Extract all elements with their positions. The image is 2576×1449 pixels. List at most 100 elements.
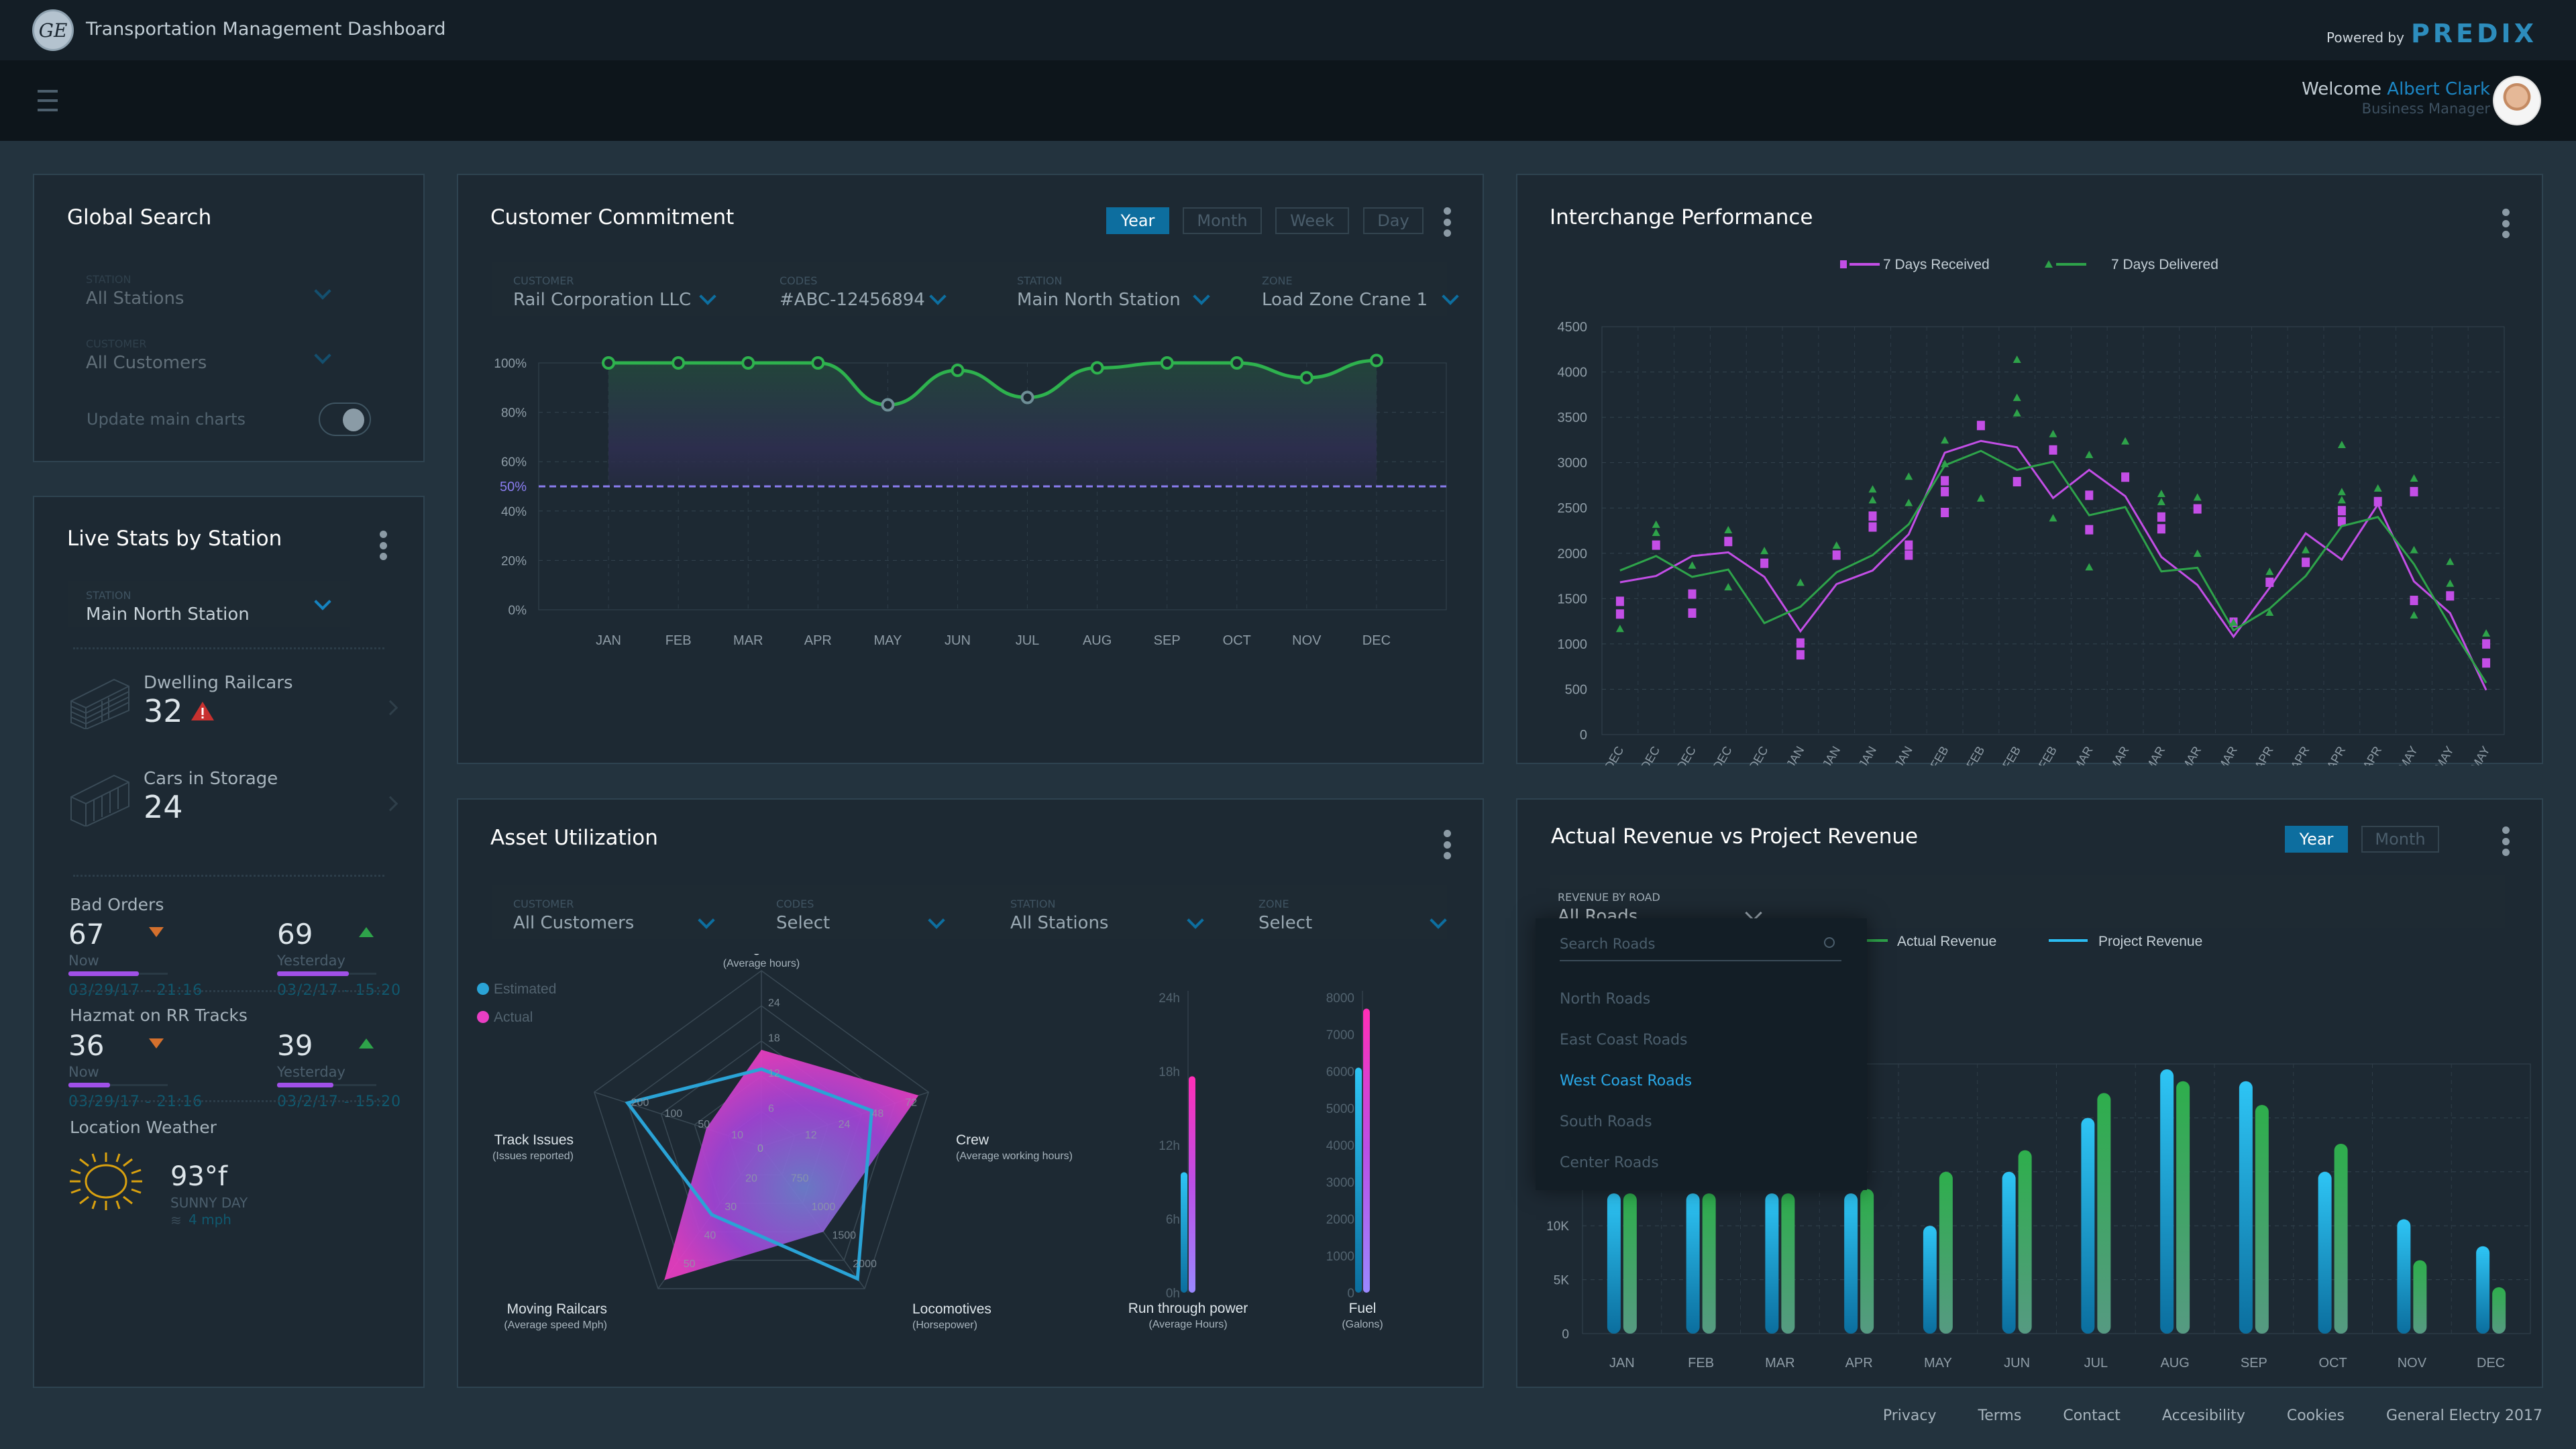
- footer-link-cookies[interactable]: Cookies: [2286, 1407, 2345, 1424]
- y-tick-label: 40%: [501, 505, 527, 519]
- bar-estimated: [1181, 1172, 1187, 1293]
- update-charts-toggle[interactable]: [319, 402, 371, 436]
- radar-tick-label: 48: [871, 1108, 883, 1120]
- x-tick-label: JUL: [2084, 1356, 2108, 1371]
- received-marker: [2302, 557, 2310, 568]
- received-marker: [1615, 609, 1624, 619]
- filter-value: Load Zone Crane 1: [1262, 290, 1428, 310]
- legend-marker-received: [1840, 260, 1847, 268]
- more-options-icon[interactable]: [2501, 209, 2510, 238]
- app-title: Transportation Management Dashboard: [86, 19, 446, 40]
- dwelling-railcars-row[interactable]: Dwelling Railcars 32: [70, 673, 405, 740]
- dropdown-option[interactable]: Center Roads: [1560, 1155, 1659, 1171]
- x-tick-label: 16-FEB: [1991, 744, 2023, 765]
- bad-orders-now-value: 67: [68, 918, 105, 951]
- filter-value: Main North Station: [1017, 290, 1181, 310]
- x-tick-label: MAR: [1765, 1356, 1794, 1371]
- zone-filter[interactable]: ZONE Load Zone Crane 1: [1262, 274, 1428, 310]
- bar-project-revenue: [2476, 1246, 2490, 1334]
- bar-actual-revenue: [1939, 1171, 1953, 1334]
- customer-select[interactable]: CUSTOMER All Customers: [68, 328, 350, 382]
- card-title: Interchange Performance: [1550, 205, 1813, 229]
- avatar[interactable]: [2493, 76, 2541, 125]
- chart-subtitle: (Galons): [1342, 1319, 1383, 1330]
- x-tick-label: 19-JAN: [1847, 744, 1879, 765]
- station-select[interactable]: STATION All Stations: [68, 264, 350, 317]
- estimated-polygon: [625, 1067, 874, 1281]
- bar-project-revenue: [2002, 1171, 2016, 1334]
- radar-tick-label: 50: [684, 1258, 696, 1270]
- more-options-icon[interactable]: [1442, 207, 1452, 237]
- hamburger-menu-icon[interactable]: [38, 87, 58, 114]
- delivered-marker: [2410, 611, 2418, 619]
- station-filter[interactable]: STATION Main North Station: [1017, 274, 1181, 310]
- dropdown-option[interactable]: East Coast Roads: [1560, 1032, 1688, 1049]
- x-tick-label: DEC: [1362, 633, 1391, 648]
- tab-month[interactable]: Month: [2361, 826, 2439, 853]
- legend-marker-delivered: [2045, 260, 2053, 268]
- hazmat-yesterday-value: 39: [277, 1029, 313, 1062]
- dropdown-option[interactable]: North Roads: [1560, 991, 1651, 1008]
- filter-bar: [492, 262, 1447, 316]
- search-roads-input[interactable]: Search Roads: [1560, 932, 1841, 961]
- y-tick-label: 0: [1562, 1328, 1569, 1342]
- dropdown-option-highlighted[interactable]: West Coast Roads: [1560, 1073, 1693, 1089]
- data-point: [1090, 361, 1104, 375]
- data-point: [741, 356, 755, 370]
- cars-in-storage-row[interactable]: Cars in Storage 24: [70, 769, 405, 836]
- more-options-icon[interactable]: [378, 531, 388, 560]
- station-select[interactable]: STATION Main North Station: [68, 581, 350, 627]
- y-tick-label: 6h: [1166, 1213, 1180, 1227]
- radar-tick-label: 2000: [853, 1258, 877, 1270]
- dropdown-option[interactable]: South Roads: [1560, 1114, 1652, 1130]
- received-marker: [1796, 650, 1805, 660]
- footer-link-terms[interactable]: Terms: [1978, 1407, 2022, 1424]
- codes-filter[interactable]: CODES Select: [776, 898, 830, 933]
- tab-year[interactable]: Year: [2285, 826, 2348, 853]
- tab-day[interactable]: Day: [1363, 207, 1424, 234]
- user-name[interactable]: Albert Clark: [2387, 79, 2490, 99]
- filter-label: CODES: [780, 274, 818, 287]
- received-marker: [2049, 445, 2057, 455]
- footer-link-accessibility[interactable]: Accesibility: [2161, 1407, 2245, 1424]
- received-marker: [1796, 638, 1805, 648]
- legend-label: Actual: [494, 1010, 533, 1025]
- tab-week[interactable]: Week: [1275, 207, 1349, 234]
- customer-filter[interactable]: CUSTOMER All Customers: [513, 898, 634, 933]
- footer-link-contact[interactable]: Contact: [2063, 1407, 2121, 1424]
- station-filter[interactable]: STATION All Stations: [1010, 898, 1108, 933]
- delivered-marker: [1724, 526, 1733, 533]
- radar-tick-label: 1500: [832, 1230, 856, 1241]
- revenue-chart: 0 5K 10K JAN FEB MAR APR MAY JUN JUL AUG SEP OCT NOV D…: [1546, 934, 2531, 1371]
- tab-month[interactable]: Month: [1183, 207, 1262, 234]
- tab-year[interactable]: Year: [1106, 207, 1169, 234]
- delivered-marker: [2049, 429, 2057, 437]
- bar-actual-revenue: [2492, 1287, 2506, 1334]
- card-title: Customer Commitment: [490, 205, 735, 229]
- delivered-marker: [1652, 520, 1660, 528]
- radar-tick-label: 50: [698, 1119, 710, 1130]
- radar-tick-label: 12: [805, 1130, 817, 1141]
- asset-utilization-card: Asset Utilization CUSTOMER All Customers …: [457, 798, 1484, 1388]
- x-tick-label: 12-JAN: [1811, 744, 1843, 765]
- more-options-icon[interactable]: [1442, 830, 1452, 859]
- x-tick-label: 2-MAR: [2065, 744, 2095, 765]
- received-marker: [1724, 537, 1733, 547]
- hazmat-now-value: 36: [68, 1029, 105, 1062]
- filter-value: All Stations: [1010, 913, 1109, 933]
- footer-link-privacy[interactable]: Privacy: [1882, 1407, 1937, 1424]
- station-label: STATION: [86, 273, 131, 286]
- x-tick-label: MAY: [1924, 1356, 1952, 1371]
- delivered-marker: [2012, 355, 2021, 363]
- legend-label: Project Revenue: [2098, 934, 2202, 949]
- received-marker: [2410, 596, 2418, 606]
- zone-filter[interactable]: ZONE Select: [1258, 898, 1312, 933]
- more-options-icon[interactable]: [2501, 826, 2510, 856]
- nav-bar: Welcome Albert Clark Business Manager: [0, 60, 2576, 141]
- wind-icon: ≋: [170, 1212, 182, 1228]
- codes-filter[interactable]: CODES #ABC-12456894: [780, 274, 925, 310]
- live-stats-card: Live Stats by Station STATION Main North …: [33, 496, 425, 1388]
- customer-filter[interactable]: CUSTOMER Rail Corporation LLC: [513, 274, 691, 310]
- weather-condition: SUNNY DAY: [170, 1195, 248, 1211]
- y-tick-label: 3000: [1326, 1176, 1354, 1190]
